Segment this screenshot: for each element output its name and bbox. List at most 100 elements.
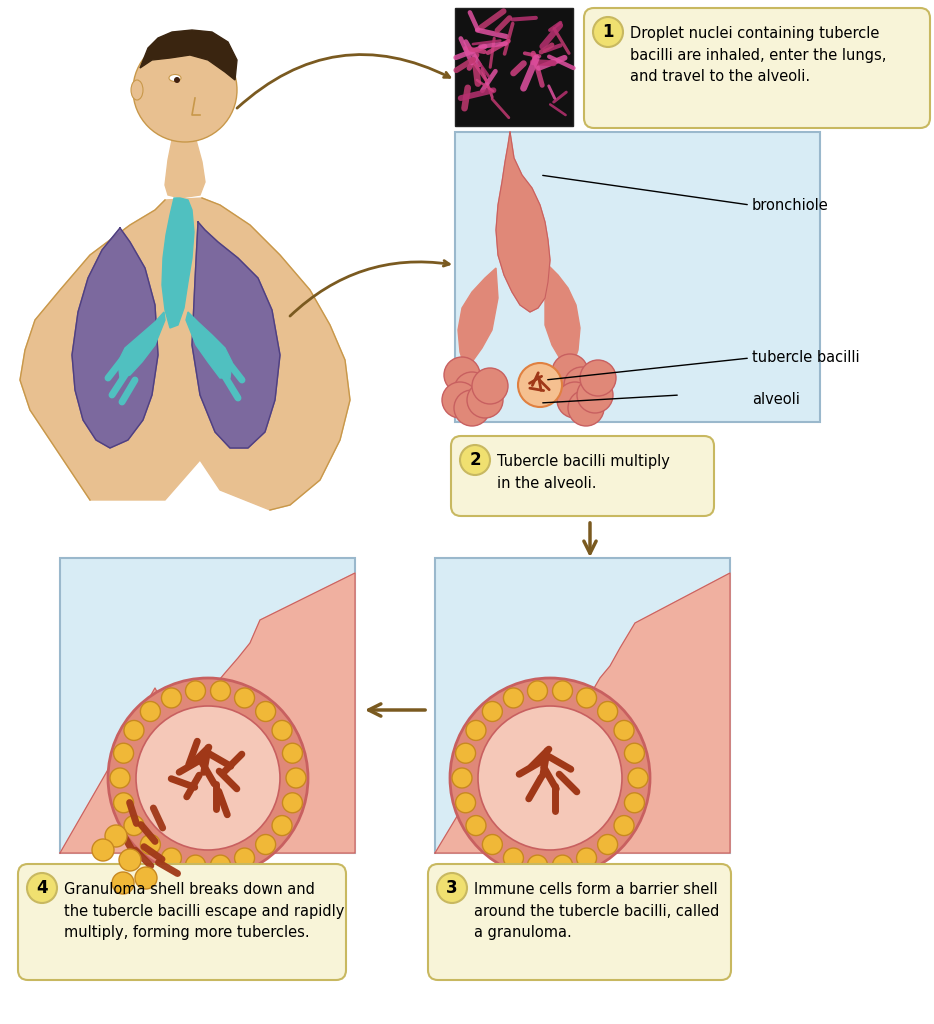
Polygon shape: [458, 268, 498, 368]
Circle shape: [136, 706, 280, 850]
Circle shape: [460, 445, 490, 475]
Circle shape: [437, 873, 467, 903]
Circle shape: [478, 706, 622, 850]
Circle shape: [628, 768, 648, 788]
Circle shape: [210, 855, 231, 876]
Ellipse shape: [131, 80, 143, 100]
Circle shape: [256, 835, 276, 854]
Circle shape: [282, 743, 303, 763]
Bar: [455, 8, 573, 126]
Polygon shape: [72, 228, 158, 449]
FancyBboxPatch shape: [435, 558, 730, 853]
Circle shape: [162, 688, 181, 708]
Circle shape: [614, 721, 634, 740]
Circle shape: [625, 743, 644, 763]
Circle shape: [625, 793, 644, 813]
Circle shape: [466, 721, 486, 740]
Circle shape: [135, 867, 157, 889]
Circle shape: [133, 38, 237, 142]
Circle shape: [598, 835, 617, 854]
Circle shape: [454, 372, 490, 408]
Polygon shape: [165, 140, 205, 198]
Circle shape: [124, 815, 144, 836]
Polygon shape: [186, 312, 232, 378]
Text: Droplet nuclei containing tubercle
bacilli are inhaled, enter the lungs,
and tra: Droplet nuclei containing tubercle bacil…: [630, 26, 886, 84]
Circle shape: [503, 848, 523, 868]
Circle shape: [564, 367, 600, 403]
Polygon shape: [162, 198, 194, 328]
Circle shape: [598, 701, 617, 722]
FancyBboxPatch shape: [60, 558, 355, 853]
Circle shape: [576, 848, 597, 868]
Circle shape: [272, 721, 292, 740]
Circle shape: [454, 390, 490, 426]
Circle shape: [593, 17, 623, 47]
Circle shape: [108, 678, 308, 878]
Circle shape: [140, 835, 161, 854]
Circle shape: [466, 815, 486, 836]
Circle shape: [272, 815, 292, 836]
Circle shape: [256, 701, 276, 722]
Circle shape: [557, 382, 593, 418]
Circle shape: [105, 825, 127, 847]
Circle shape: [503, 688, 523, 708]
Polygon shape: [192, 222, 280, 449]
Circle shape: [576, 688, 597, 708]
Text: 3: 3: [446, 879, 458, 897]
Polygon shape: [60, 573, 355, 853]
Polygon shape: [118, 312, 165, 378]
Circle shape: [186, 855, 205, 876]
Polygon shape: [20, 198, 350, 510]
Text: 4: 4: [36, 879, 48, 897]
Circle shape: [442, 382, 478, 418]
Circle shape: [472, 368, 508, 404]
Circle shape: [553, 681, 573, 700]
Circle shape: [518, 362, 562, 407]
Text: Granuloma shell breaks down and
the tubercle bacilli escape and rapidly
multiply: Granuloma shell breaks down and the tube…: [64, 882, 345, 940]
Circle shape: [528, 681, 547, 700]
Ellipse shape: [169, 75, 181, 82]
Circle shape: [456, 743, 475, 763]
Text: bronchiole: bronchiole: [752, 198, 828, 213]
FancyBboxPatch shape: [584, 8, 930, 128]
FancyBboxPatch shape: [451, 436, 714, 516]
Circle shape: [110, 768, 130, 788]
Circle shape: [444, 357, 480, 393]
Circle shape: [553, 855, 573, 876]
FancyBboxPatch shape: [455, 132, 820, 422]
Circle shape: [234, 688, 255, 708]
Circle shape: [482, 701, 502, 722]
Polygon shape: [545, 265, 580, 368]
Polygon shape: [496, 132, 550, 312]
Circle shape: [450, 678, 650, 878]
Circle shape: [140, 701, 161, 722]
Circle shape: [124, 721, 144, 740]
Circle shape: [452, 768, 472, 788]
Text: Tubercle bacilli multiply
in the alveoli.: Tubercle bacilli multiply in the alveoli…: [497, 454, 670, 490]
Text: tubercle bacilli: tubercle bacilli: [752, 350, 859, 366]
Circle shape: [186, 681, 205, 700]
Circle shape: [92, 839, 114, 861]
Circle shape: [174, 77, 180, 83]
Circle shape: [114, 743, 134, 763]
Circle shape: [577, 377, 613, 413]
Circle shape: [27, 873, 57, 903]
Circle shape: [234, 848, 255, 868]
Circle shape: [552, 354, 588, 390]
Polygon shape: [140, 30, 237, 80]
Circle shape: [568, 390, 604, 426]
Circle shape: [286, 768, 306, 788]
Polygon shape: [435, 573, 730, 853]
Circle shape: [528, 855, 547, 876]
Circle shape: [112, 872, 134, 894]
FancyBboxPatch shape: [428, 864, 731, 980]
Circle shape: [119, 849, 141, 871]
Text: 1: 1: [602, 23, 614, 41]
Circle shape: [210, 681, 231, 700]
Text: Immune cells form a barrier shell
around the tubercle bacilli, called
a granulom: Immune cells form a barrier shell around…: [474, 882, 719, 940]
Text: alveoli: alveoli: [752, 392, 800, 408]
Circle shape: [614, 815, 634, 836]
Circle shape: [580, 360, 616, 396]
Circle shape: [162, 848, 181, 868]
Text: 2: 2: [469, 451, 481, 469]
